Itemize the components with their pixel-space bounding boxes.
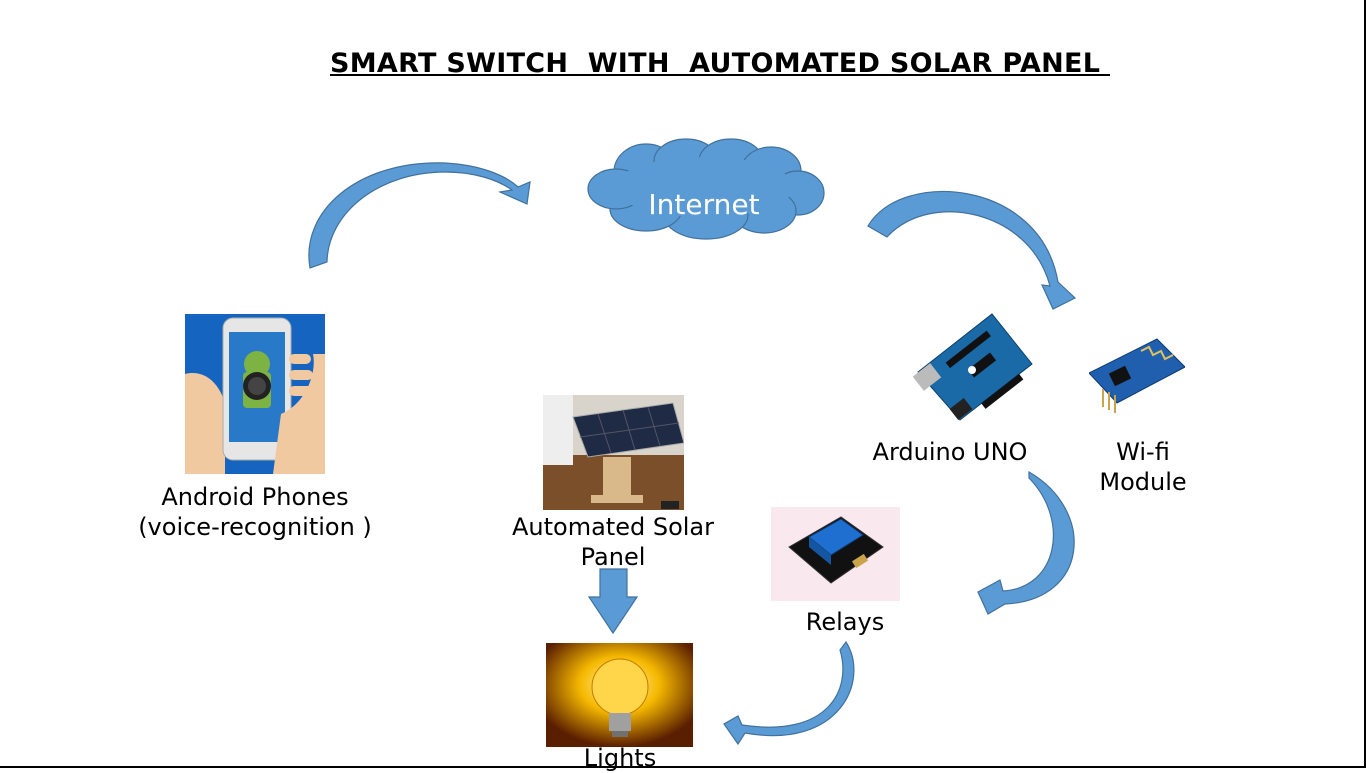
arduino-uno-label: Arduino UNO xyxy=(872,438,1028,466)
slide-right-border xyxy=(1364,0,1366,768)
light-bulb-image xyxy=(546,643,693,747)
wifi-module-label: Wi-fi Module xyxy=(1099,438,1187,496)
solar-panel-label: Automated Solar Panel xyxy=(511,513,714,571)
wifi-module-image xyxy=(1089,338,1185,413)
arrow-android-to-internet xyxy=(308,162,531,269)
arrow-arduino-to-relays xyxy=(977,470,1075,615)
lights-label: Lights xyxy=(583,744,657,772)
android-phone-image xyxy=(185,314,325,474)
arrow-relays-to-lights xyxy=(723,640,855,746)
arrow-solar-to-lights xyxy=(587,568,639,635)
arrow-internet-to-arduino xyxy=(867,190,1077,310)
solar-panel-image xyxy=(543,395,684,510)
relay-module-image xyxy=(771,507,900,601)
arduino-board-image xyxy=(912,313,1033,421)
android-phones-label: Android Phones (voice-recognition ) xyxy=(138,483,372,541)
slide-title: SMART SWITCH WITH AUTOMATED SOLAR PANEL xyxy=(330,48,1110,79)
slide-bottom-border xyxy=(0,766,1366,768)
relays-label: Relays xyxy=(805,608,885,636)
internet-label: Internet xyxy=(648,188,759,221)
internet-cloud: Internet xyxy=(587,138,825,240)
